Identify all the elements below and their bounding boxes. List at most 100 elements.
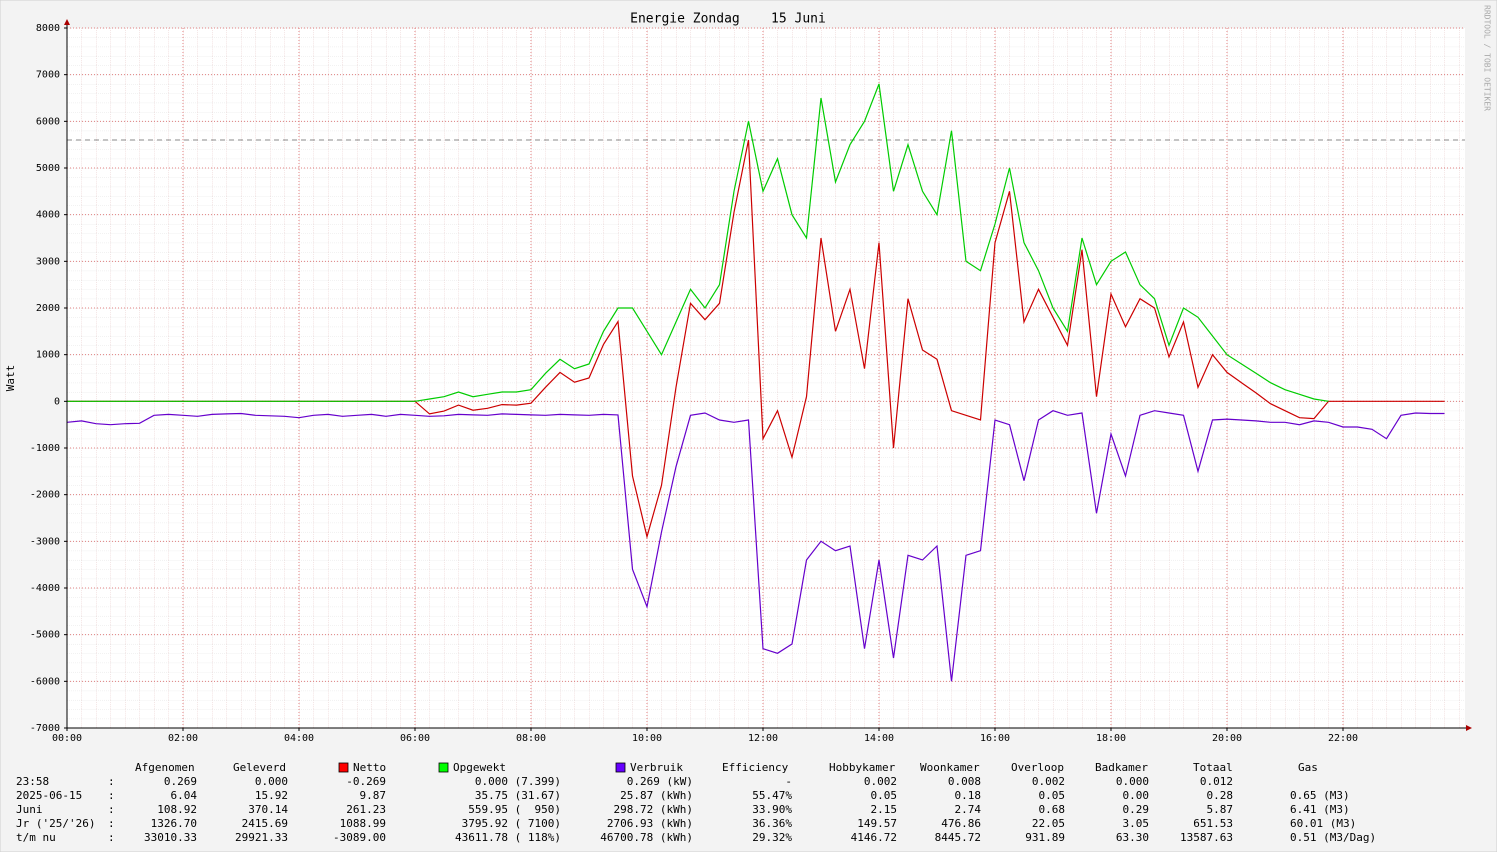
- table-cell: 33010.33: [144, 831, 197, 844]
- series-layer: [66, 83, 1445, 682]
- table-cell: 0.65 (M3): [1290, 789, 1350, 802]
- x-tick-label: 00:00: [52, 733, 82, 744]
- table-cell: 9.87: [360, 789, 387, 802]
- table-cell: 1326.70: [151, 817, 197, 830]
- column-header: Totaal: [1193, 761, 1233, 774]
- table-cell: 559.95 ( 950): [468, 803, 561, 816]
- row-separator: :: [108, 775, 115, 788]
- table-cell: 0.05: [871, 789, 898, 802]
- table-cell: 0.002: [864, 775, 897, 788]
- table-cell: 0.00: [1123, 789, 1150, 802]
- table-cell: 0.012: [1200, 775, 1233, 788]
- table-cell: 15.92: [255, 789, 288, 802]
- y-arrow: [64, 19, 70, 25]
- table-cell: 149.57: [857, 817, 897, 830]
- legend-swatch: [338, 762, 349, 773]
- y-tick-label: -5000: [30, 630, 60, 641]
- row-separator: :: [108, 803, 115, 816]
- legend-swatch: [438, 762, 449, 773]
- table-cell: 22.05: [1032, 817, 1065, 830]
- table-cell: 5.87: [1207, 803, 1234, 816]
- table-cell: 3795.92 ( 7100): [462, 817, 561, 830]
- table-cell: 33.90%: [752, 803, 792, 816]
- legend-label: Opgewekt: [453, 761, 506, 774]
- table-cell: -3089.00: [333, 831, 386, 844]
- grid-layer: 8000 7000 6000 5000 4000 3000 2000 1000 0 -1000 -2…: [30, 23, 1465, 744]
- y-tick-label: -3000: [30, 536, 60, 547]
- y-tick-label: -7000: [30, 723, 60, 734]
- x-tick-label: 04:00: [284, 733, 314, 744]
- table-cell: -0.269: [346, 775, 386, 788]
- column-header: Badkamer: [1095, 761, 1148, 774]
- table-cell: 0.269 (kW): [627, 775, 693, 788]
- table-cell: 13587.63: [1180, 831, 1233, 844]
- y-tick-label: 5000: [36, 163, 60, 174]
- series-line: [66, 410, 1445, 682]
- row-label: 2025-06-15: [16, 789, 82, 802]
- table-cell: 476.86: [941, 817, 981, 830]
- table-cell: 0.269: [164, 775, 197, 788]
- table-cell: 0.000: [255, 775, 288, 788]
- y-tick-label: -4000: [30, 583, 60, 594]
- table-cell: 0.28: [1207, 789, 1234, 802]
- watermark: RRDTOOL / TOBI OETIKER: [1483, 5, 1492, 111]
- row-separator: :: [108, 789, 115, 802]
- y-tick-label: -1000: [30, 443, 60, 454]
- table-cell: 0.000: [1116, 775, 1149, 788]
- table-cell: 2415.69: [242, 817, 288, 830]
- table-cell: 35.75 (31.67): [475, 789, 561, 802]
- row-label: t/m nu: [16, 831, 56, 844]
- table-cell: 261.23: [346, 803, 386, 816]
- table-cell: -: [785, 775, 792, 788]
- table-cell: 2.74: [955, 803, 982, 816]
- row-separator: :: [108, 831, 115, 844]
- table-cell: 370.14: [248, 803, 288, 816]
- legend-swatch: [615, 762, 626, 773]
- table-cell: 0.68: [1039, 803, 1066, 816]
- table-cell: 29.32%: [752, 831, 792, 844]
- x-tick-label: 10:00: [632, 733, 662, 744]
- table-cell: 0.29: [1123, 803, 1150, 816]
- table-cell: 0.000 (7.399): [475, 775, 561, 788]
- x-tick-label: 14:00: [864, 733, 894, 744]
- series-line: [67, 83, 1329, 402]
- x-tick-label: 02:00: [168, 733, 198, 744]
- x-tick-label: 08:00: [516, 733, 546, 744]
- x-tick-label: 06:00: [400, 733, 430, 744]
- legend-table: Afgenomen Geleverd Efficiency Hobbykamer Woo…: [16, 761, 1376, 844]
- column-header: Gas: [1298, 761, 1318, 774]
- column-header: Overloop: [1011, 761, 1064, 774]
- x-tick-label: 12:00: [748, 733, 778, 744]
- table-cell: 3.05: [1123, 817, 1150, 830]
- column-header: Hobbykamer: [829, 761, 896, 774]
- x-tick-label: 18:00: [1096, 733, 1126, 744]
- table-cell: 2.15: [871, 803, 898, 816]
- y-tick-label: 3000: [36, 256, 60, 267]
- x-tick-label: 16:00: [980, 733, 1010, 744]
- table-cell: 6.41 (M3): [1290, 803, 1350, 816]
- row-label: 23:58: [16, 775, 49, 788]
- table-cell: 931.89: [1025, 831, 1065, 844]
- row-separator: :: [108, 817, 115, 830]
- table-cell: 0.18: [955, 789, 982, 802]
- y-tick-label: 0: [54, 396, 60, 407]
- table-cell: 108.92: [157, 803, 197, 816]
- y-tick-label: -6000: [30, 676, 60, 687]
- column-header: Woonkamer: [920, 761, 980, 774]
- legend-label: Verbruik: [630, 761, 683, 774]
- y-axis-label: Watt: [4, 365, 17, 392]
- x-arrow: [1466, 725, 1472, 731]
- minor-grid: [67, 28, 1465, 728]
- table-cell: 0.008: [948, 775, 981, 788]
- table-cell: 298.72 (kWh): [614, 803, 693, 816]
- x-tick-label: 22:00: [1328, 733, 1358, 744]
- x-tick-label: 20:00: [1212, 733, 1242, 744]
- y-tick-label: 1000: [36, 350, 60, 361]
- y-tick-label: -2000: [30, 490, 60, 501]
- chart-title: Energie Zondag 15 Juni: [630, 12, 826, 27]
- column-header: Efficiency: [722, 761, 789, 774]
- table-cell: 55.47%: [752, 789, 792, 802]
- table-cell: 36.36%: [752, 817, 792, 830]
- legend-label: Netto: [353, 761, 386, 774]
- table-cell: 2706.93 (kWh): [607, 817, 693, 830]
